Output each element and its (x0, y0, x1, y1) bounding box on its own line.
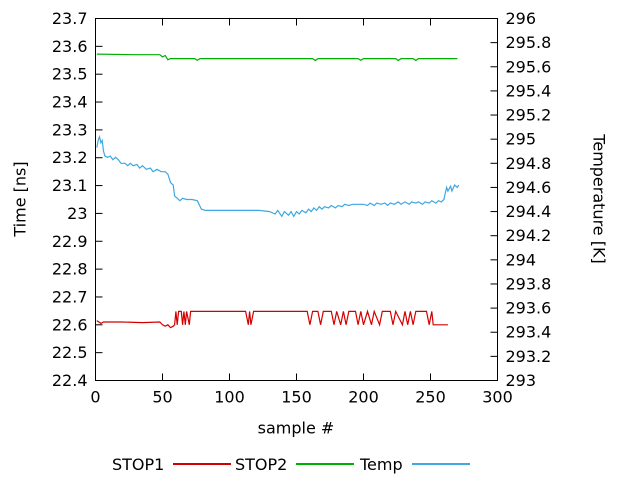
y2-tick-label: 294 (506, 250, 537, 269)
y1-tick-label: 23.5 (52, 65, 88, 84)
y-axis-right-title: Temperature [K] (589, 134, 609, 264)
legend-item-stop1: STOP1 (112, 452, 232, 476)
y2-tick-label: 295 (506, 130, 537, 149)
series-line-temp (96, 134, 460, 218)
y2-tick-label: 295.6 (506, 57, 552, 76)
legend: STOP1 STOP2 Temp (0, 452, 640, 476)
y1-tick-label: 23.2 (52, 148, 88, 167)
y2-tick-label: 293.4 (506, 323, 552, 342)
y1-tick-label: 23.7 (52, 9, 88, 28)
legend-line-sample-stop1 (173, 463, 232, 465)
x-tick-label: 100 (214, 388, 245, 407)
y1-tick-label: 22.8 (52, 260, 88, 279)
y1-tick-label: 23.4 (52, 93, 88, 112)
legend-label-temp: Temp (360, 454, 403, 474)
y-axis-left-title: Time [ns] (10, 161, 30, 237)
series-line-stop1 (96, 309, 448, 329)
y2-tick-label: 295.8 (506, 33, 552, 52)
y2-tick-label: 294.6 (506, 178, 552, 197)
y2-tick-label: 293.6 (506, 299, 552, 318)
x-tick-label: 0 (90, 388, 100, 407)
x-axis-title: sample # (257, 418, 335, 438)
x-tick-label: 200 (348, 388, 379, 407)
legend-item-stop2: STOP2 (235, 452, 355, 476)
plot-border (95, 18, 498, 381)
legend-line-sample-stop2 (296, 463, 355, 465)
legend-label-stop2: STOP2 (235, 454, 288, 474)
legend-line-sample-temp (411, 463, 470, 465)
y1-tick-label: 22.4 (52, 371, 88, 390)
y2-tick-label: 293 (506, 371, 537, 390)
y1-tick-label: 23 (67, 204, 87, 223)
legend-item-temp: Temp (360, 452, 470, 476)
y2-tick-label: 296 (506, 9, 537, 28)
y2-tick-label: 294.4 (506, 202, 552, 221)
y1-tick-label: 23.1 (52, 176, 88, 195)
x-tick-label: 250 (415, 388, 446, 407)
y2-tick-label: 293.2 (506, 347, 552, 366)
series-line-stop2 (96, 53, 458, 62)
legend-label-stop1: STOP1 (112, 454, 165, 474)
y2-tick-label: 295.2 (506, 106, 552, 125)
x-tick-label: 50 (152, 388, 172, 407)
y2-tick-label: 295.4 (506, 81, 552, 100)
y1-tick-label: 22.7 (52, 287, 88, 306)
y2-tick-label: 293.8 (506, 274, 552, 293)
y1-tick-label: 23.3 (52, 120, 88, 139)
y2-tick-label: 294.8 (506, 154, 552, 173)
y1-tick-label: 22.6 (52, 315, 88, 334)
x-tick-label: 150 (281, 388, 312, 407)
y1-tick-label: 22.5 (52, 343, 88, 362)
y1-tick-label: 23.6 (52, 37, 88, 56)
x-tick-label: 300 (482, 388, 513, 407)
y2-tick-label: 294.2 (506, 226, 552, 245)
y1-tick-label: 22.9 (52, 232, 88, 251)
